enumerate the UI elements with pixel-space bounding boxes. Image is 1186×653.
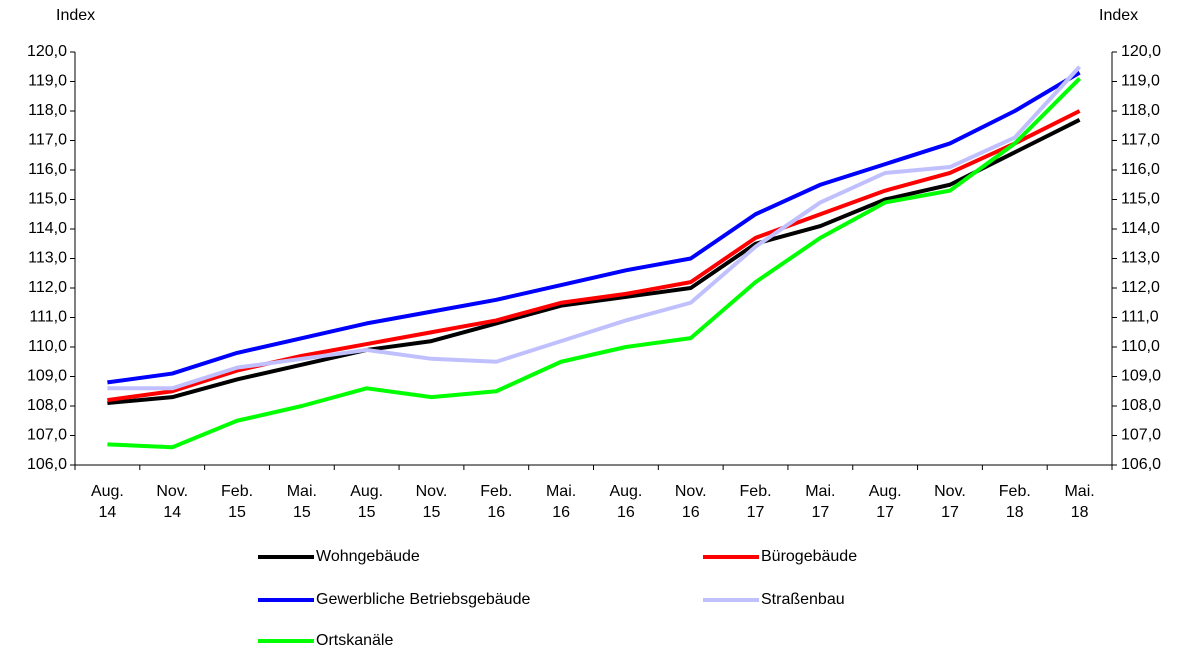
x-tick-label: Feb. 17: [740, 483, 772, 521]
x-tick-label: Feb. 16: [480, 483, 512, 521]
y-tick-label: 113,0: [28, 250, 67, 267]
y-tick-label: 120,0: [27, 43, 67, 60]
legend-label: Straßenbau: [761, 591, 845, 608]
y2-tick-label: 106,0: [1121, 456, 1161, 473]
y2-tick-label: 113,0: [1121, 250, 1160, 267]
x-tick-label: Mai. 15: [287, 483, 317, 521]
y2-tick-label: 108,0: [1121, 397, 1161, 414]
legend-label: Bürogebäude: [761, 548, 857, 565]
y-axis-label: Index: [56, 7, 95, 24]
y2-tick-label: 109,0: [1121, 368, 1161, 385]
y-tick-label: 108,0: [27, 397, 67, 414]
x-tick-label: Feb. 15: [221, 483, 253, 521]
y-tick-label: 112,0: [28, 279, 67, 296]
y-tick-label: 119,0: [28, 73, 67, 90]
legend-label: Ortskanäle: [316, 632, 393, 649]
x-tick-label: Mai. 16: [546, 483, 576, 521]
y2-tick-label: 114,0: [1121, 220, 1160, 237]
y2-tick-label: 120,0: [1121, 43, 1161, 60]
y2-tick-label: 111,0: [1121, 309, 1159, 326]
y2-tick-label: 110,0: [1121, 338, 1160, 355]
x-tick-label: Nov. 14: [156, 483, 188, 521]
series-line: [107, 65, 1082, 391]
y2-tick-label: 112,0: [1121, 279, 1160, 296]
x-tick-label: Aug. 16: [609, 483, 642, 521]
y-tick-label: 118,0: [28, 102, 67, 119]
x-tick-label: Aug. 15: [350, 483, 383, 521]
series-line: [107, 70, 1081, 385]
y2-tick-label: 117,0: [1121, 132, 1160, 149]
y-tick-label: 116,0: [28, 161, 67, 178]
y-tick-label: 117,0: [28, 132, 67, 149]
x-tick-label: Aug. 14: [91, 483, 124, 521]
y-tick-label: 110,0: [28, 338, 67, 355]
x-tick-label: Mai. 18: [1064, 483, 1094, 521]
y-tick-label: 114,0: [28, 220, 67, 237]
y2-tick-label: 118,0: [1121, 102, 1160, 119]
x-tick-label: Mai. 17: [805, 483, 835, 521]
x-tick-label: Nov. 17: [934, 483, 966, 521]
y-tick-label: 107,0: [27, 427, 67, 444]
y-tick-label: 106,0: [27, 456, 67, 473]
x-tick-label: Nov. 16: [675, 483, 707, 521]
series-line: [107, 118, 1081, 406]
y2-tick-label: 119,0: [1121, 73, 1160, 90]
y-tick-label: 115,0: [28, 191, 67, 208]
series-line: [107, 109, 1081, 403]
series-line: [107, 77, 1082, 450]
x-tick-label: Aug. 17: [869, 483, 902, 521]
legend-label: Wohngebäude: [316, 548, 420, 565]
x-tick-label: Feb. 18: [999, 483, 1031, 521]
y2-axis-label: Index: [1099, 7, 1138, 24]
x-tick-label: Nov. 15: [416, 483, 448, 521]
y2-tick-label: 107,0: [1121, 427, 1161, 444]
y2-tick-label: 116,0: [1121, 161, 1160, 178]
y-tick-label: 109,0: [27, 368, 67, 385]
y-tick-label: 111,0: [29, 309, 67, 326]
legend-label: Gewerbliche Betriebsgebäude: [316, 591, 530, 608]
y2-tick-label: 115,0: [1121, 191, 1160, 208]
